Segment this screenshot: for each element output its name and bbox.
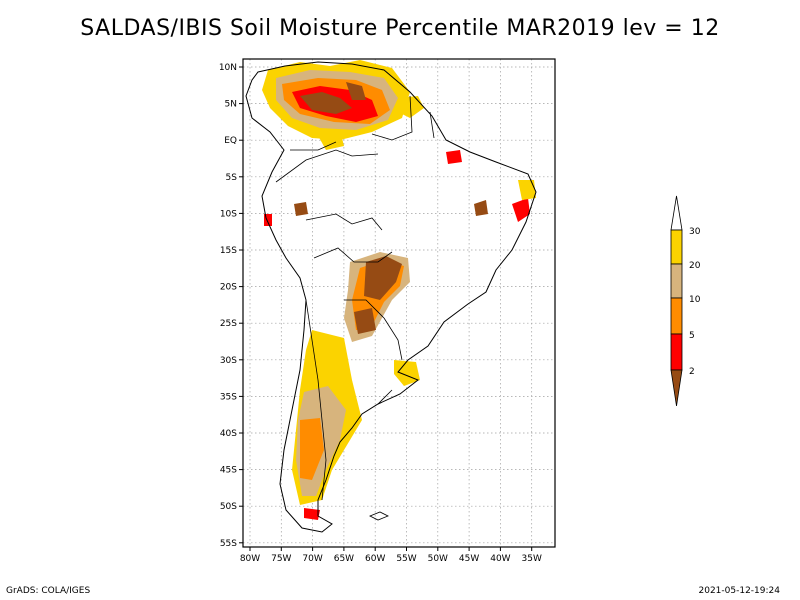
south-america-coastline — [245, 61, 537, 533]
soil-moisture-field — [262, 60, 536, 520]
colorbar: 30 20 10 5 2 — [670, 195, 701, 407]
colorbar-label-30: 30 — [689, 227, 701, 237]
lon-label: 35W — [522, 554, 542, 564]
latitude-tick-marks — [239, 66, 243, 544]
moisture-area-ecuador-yellow — [316, 130, 344, 150]
lon-label: 50W — [428, 554, 448, 564]
lon-label: 80W — [240, 554, 260, 564]
lat-label: 5S — [226, 173, 238, 183]
lat-label: 10N — [219, 63, 237, 73]
moisture-area-argentina-orange — [300, 418, 324, 480]
moisture-area-brazil-brown — [474, 200, 488, 216]
lon-label: 70W — [302, 554, 322, 564]
lon-label: 40W — [490, 554, 510, 564]
lat-label: 25S — [220, 319, 237, 329]
latitude-tick-labels: 10N 5N EQ 5S 10S 15S 20S 25S 30S 35S 40S 45S 50S 55S — [219, 63, 237, 549]
longitude-tick-marks — [249, 547, 533, 551]
footer-credit: GrADS: COLA/IGES — [6, 586, 91, 596]
colorbar-label-10: 10 — [689, 295, 701, 305]
moisture-area-brazil-east-yellow — [518, 180, 536, 200]
lon-label: 55W — [396, 554, 416, 564]
longitude-tick-labels: 80W 75W 70W 65W 60W 55W 50W 45W 40W 35W — [240, 554, 542, 564]
moisture-area-patagonia-red — [304, 508, 320, 520]
colorbar-segment-10-20 — [670, 263, 683, 299]
falkland-islands — [369, 511, 389, 521]
country-borders — [275, 95, 435, 501]
map-title: SALDAS/IBIS Soil Moisture Percentile MAR… — [80, 16, 720, 41]
gridlines — [243, 59, 555, 547]
lat-label: 5N — [225, 100, 237, 110]
moisture-area-north-brown — [300, 92, 352, 114]
moisture-area-brazil-brown-2 — [294, 202, 308, 216]
footer-timestamp: 2021-05-12-19:24 — [698, 586, 781, 596]
colorbar-segment-20-30 — [670, 229, 683, 265]
moisture-area-brazil-east-red — [512, 198, 530, 222]
colorbar-segment-2-5 — [670, 333, 683, 371]
moisture-area-uruguay-yellow — [394, 360, 420, 386]
plot-frame — [242, 58, 556, 548]
moisture-area-amapa-red — [446, 150, 462, 164]
lat-label: 40S — [220, 429, 237, 439]
lon-label: 65W — [334, 554, 354, 564]
colorbar-segment-below-2 — [670, 369, 683, 407]
lat-label: 45S — [220, 466, 237, 476]
lon-label: 45W — [459, 554, 479, 564]
moisture-area-paraguay-brown — [364, 256, 402, 300]
colorbar-label-2: 2 — [689, 367, 695, 377]
lat-label: 55S — [220, 539, 237, 549]
colorbar-segment-above-30 — [670, 195, 683, 231]
lon-label: 60W — [365, 554, 385, 564]
moisture-area-north-brown-2 — [346, 82, 366, 100]
map-plot-area — [243, 59, 555, 547]
lat-label: 15S — [220, 246, 237, 256]
lat-label: 30S — [220, 356, 237, 366]
colorbar-label-20: 20 — [689, 261, 701, 271]
colorbar-label-5: 5 — [689, 331, 695, 341]
lat-label: 20S — [220, 283, 237, 293]
moisture-area-paraguay-brown-2 — [354, 308, 376, 334]
lat-label: 35S — [220, 392, 237, 402]
lat-label: 10S — [220, 209, 237, 219]
lon-label: 75W — [271, 554, 291, 564]
lat-label: 50S — [220, 502, 237, 512]
colorbar-segment-5-10 — [670, 297, 683, 335]
lat-label: EQ — [224, 136, 237, 146]
